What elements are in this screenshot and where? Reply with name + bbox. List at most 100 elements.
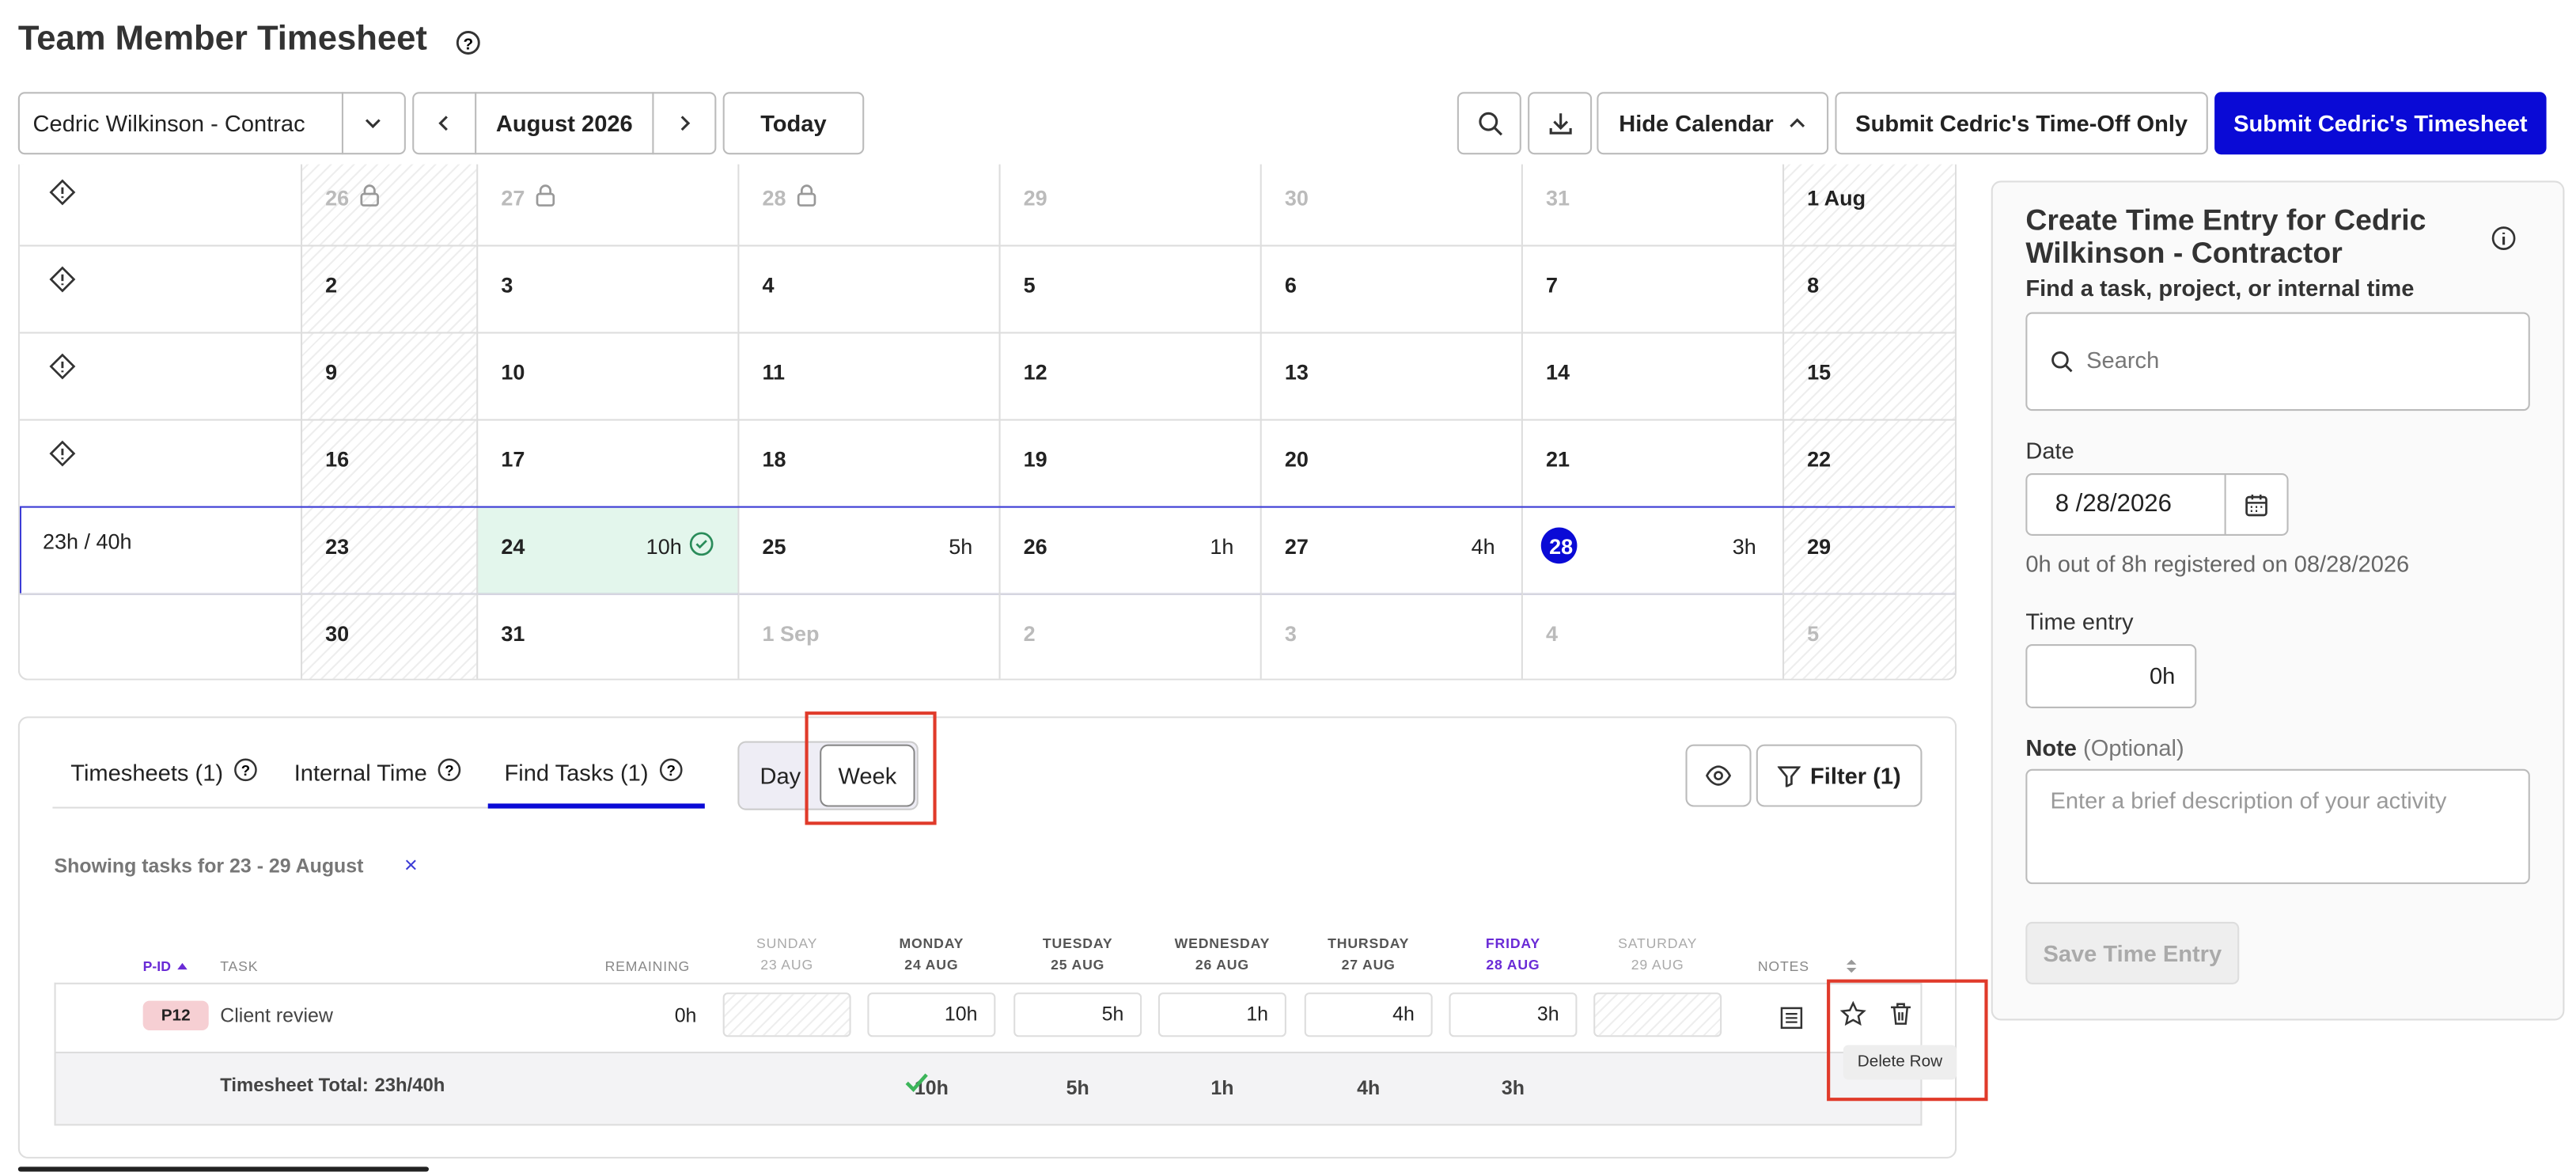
hours-input[interactable]: 1h xyxy=(1157,992,1286,1037)
calendar-cell[interactable]: 22 xyxy=(1782,419,1956,506)
day-toggle[interactable]: Day xyxy=(760,762,801,789)
calendar-cell[interactable]: 8 xyxy=(1782,245,1956,332)
visibility-button[interactable] xyxy=(1685,744,1752,807)
day-number: 22 xyxy=(1807,446,1832,472)
hours-input[interactable]: 10h xyxy=(867,992,996,1037)
calendar-cell[interactable]: 26 xyxy=(300,164,477,245)
submit-timeoff-button[interactable]: Submit Cedric's Time-Off Only xyxy=(1835,92,2208,155)
calendar-cell[interactable]: 28 xyxy=(737,164,998,245)
calendar-cell[interactable]: 7 xyxy=(1521,245,1783,332)
date-input[interactable] xyxy=(2025,473,2289,536)
calendar-cell[interactable]: 30 xyxy=(300,593,477,679)
calendar-cell[interactable]: 14 xyxy=(1521,332,1783,419)
search-input[interactable] xyxy=(2025,312,2530,412)
calendar-cell[interactable]: 6 xyxy=(1260,245,1521,332)
time-value: 0h xyxy=(2149,662,2176,689)
hours-input[interactable]: 5h xyxy=(1013,992,1142,1037)
calendar-cell[interactable]: 31 xyxy=(1521,164,1782,245)
tooltip: Delete Row xyxy=(1843,1045,1957,1080)
svg-text:?: ? xyxy=(666,762,675,779)
calendar-cell[interactable]: 17 xyxy=(476,419,738,506)
pid-header[interactable]: P-ID xyxy=(142,958,171,975)
calendar-cell[interactable]: 10 xyxy=(476,332,738,419)
tab[interactable]: Internal Time? xyxy=(294,757,462,787)
download-button[interactable] xyxy=(1528,92,1593,155)
calendar-cell[interactable]: 29 xyxy=(1782,506,1956,594)
lock-icon xyxy=(797,184,816,207)
filter-button[interactable]: Filter (1) xyxy=(1756,744,1923,807)
help-icon[interactable]: ? xyxy=(455,29,481,55)
tasks-panel: Timesheets (1)? Internal Time? Find Tasks … xyxy=(17,711,1988,1159)
next-month[interactable] xyxy=(673,112,696,135)
hours-input[interactable]: 4h xyxy=(1304,992,1433,1037)
help-icon[interactable]: ? xyxy=(658,757,683,787)
day-number: 11 xyxy=(762,359,786,385)
calendar-cell[interactable]: 2 xyxy=(300,245,477,332)
total-label: Timesheet Total: xyxy=(220,1076,369,1097)
clear-filter[interactable]: × xyxy=(403,851,418,878)
calendar-cell[interactable]: 24 10h xyxy=(476,506,738,594)
date-label: Date xyxy=(2025,437,2074,464)
calendar-cell[interactable]: 19 xyxy=(998,419,1260,506)
help-icon[interactable]: ? xyxy=(437,757,461,787)
search-button[interactable] xyxy=(1457,92,1521,155)
hide-calendar-button[interactable]: Hide Calendar xyxy=(1597,92,1829,155)
day-header-name: WEDNESDAY xyxy=(1174,935,1271,952)
day-number: 4 xyxy=(1545,620,1559,647)
note-label-row: Note (Optional) xyxy=(2025,734,2184,760)
calendar-cell[interactable]: 9 xyxy=(300,332,477,419)
member-select[interactable]: Cedric Wilkinson - Contrac xyxy=(17,92,406,155)
calendar-cell[interactable]: 1 Sep xyxy=(737,593,999,679)
calendar-icon[interactable] xyxy=(2244,493,2268,518)
calendar-cell[interactable]: 15 xyxy=(1782,332,1956,419)
tab[interactable]: Find Tasks (1)? xyxy=(504,757,683,787)
help-icon[interactable]: ? xyxy=(233,757,258,787)
calendar-cell[interactable]: 5 xyxy=(1782,593,1956,679)
note-input[interactable]: Enter a brief description of your activi… xyxy=(2025,768,2530,885)
day-number: 19 xyxy=(1023,446,1047,472)
calendar-cell[interactable]: 31 xyxy=(476,593,738,679)
calendar-cell[interactable]: 4 xyxy=(737,245,999,332)
today-button[interactable]: Today xyxy=(722,92,865,155)
week-toggle[interactable]: Week xyxy=(820,744,915,807)
prev-month[interactable] xyxy=(432,112,455,135)
day-number: 5 xyxy=(1807,620,1820,647)
calendar-cell[interactable]: 11 xyxy=(737,332,999,419)
calendar-cell[interactable]: 4 xyxy=(1521,593,1783,679)
divider xyxy=(341,92,343,155)
sort-icon xyxy=(177,962,188,970)
hours-input[interactable]: 3h xyxy=(1449,992,1578,1037)
calendar-cell[interactable]: 5 xyxy=(998,245,1260,332)
total-hours: 10h xyxy=(914,1076,949,1100)
save-button[interactable]: Save Time Entry xyxy=(2025,921,2240,984)
tab[interactable]: Timesheets (1)? xyxy=(70,757,257,787)
calendar: 26 27 28 29 30 31 1 Aug 2 3 4 5 6 7 8 9 10 11 12 13 14 15 16 1… xyxy=(17,164,1957,681)
calendar-cell[interactable]: 3 xyxy=(1260,593,1521,679)
help-glyph: ? xyxy=(233,758,257,782)
calendar-cell[interactable]: 27 xyxy=(476,164,737,245)
calendar-cell[interactable]: 2 xyxy=(998,593,1260,679)
chevron-down[interactable] xyxy=(362,112,385,135)
hours-value: 1h xyxy=(1246,1002,1269,1026)
calendar-cell[interactable]: 30 xyxy=(1260,164,1521,245)
total-hours: 1h xyxy=(1210,1076,1234,1100)
time-entry-panel xyxy=(1991,180,2565,1021)
highlight-box xyxy=(805,711,937,825)
submit-button[interactable]: Submit Cedric's Timesheet xyxy=(2214,92,2547,155)
info-icon[interactable] xyxy=(2491,225,2517,251)
calendar-cell[interactable]: 16 xyxy=(300,419,477,506)
calendar-cell[interactable]: 1 Aug xyxy=(1782,164,1956,245)
calendar-cell[interactable]: 18 xyxy=(737,419,999,506)
calendar-cell[interactable]: 29 xyxy=(998,164,1260,245)
remaining: 0h xyxy=(674,1003,697,1027)
page-title: Team Member Timesheet xyxy=(17,19,427,58)
calendar-cell[interactable]: 3 xyxy=(476,245,738,332)
calendar-cell[interactable]: 20 xyxy=(1260,419,1521,506)
calendar-cell[interactable]: 12 xyxy=(998,332,1260,419)
time-input[interactable]: 0h xyxy=(2025,643,2197,708)
current-week xyxy=(19,506,1956,595)
calendar-cell[interactable]: 21 xyxy=(1521,419,1783,506)
calendar-cell[interactable]: 13 xyxy=(1260,332,1521,419)
day-header-date: 28 AUG xyxy=(1486,956,1540,973)
